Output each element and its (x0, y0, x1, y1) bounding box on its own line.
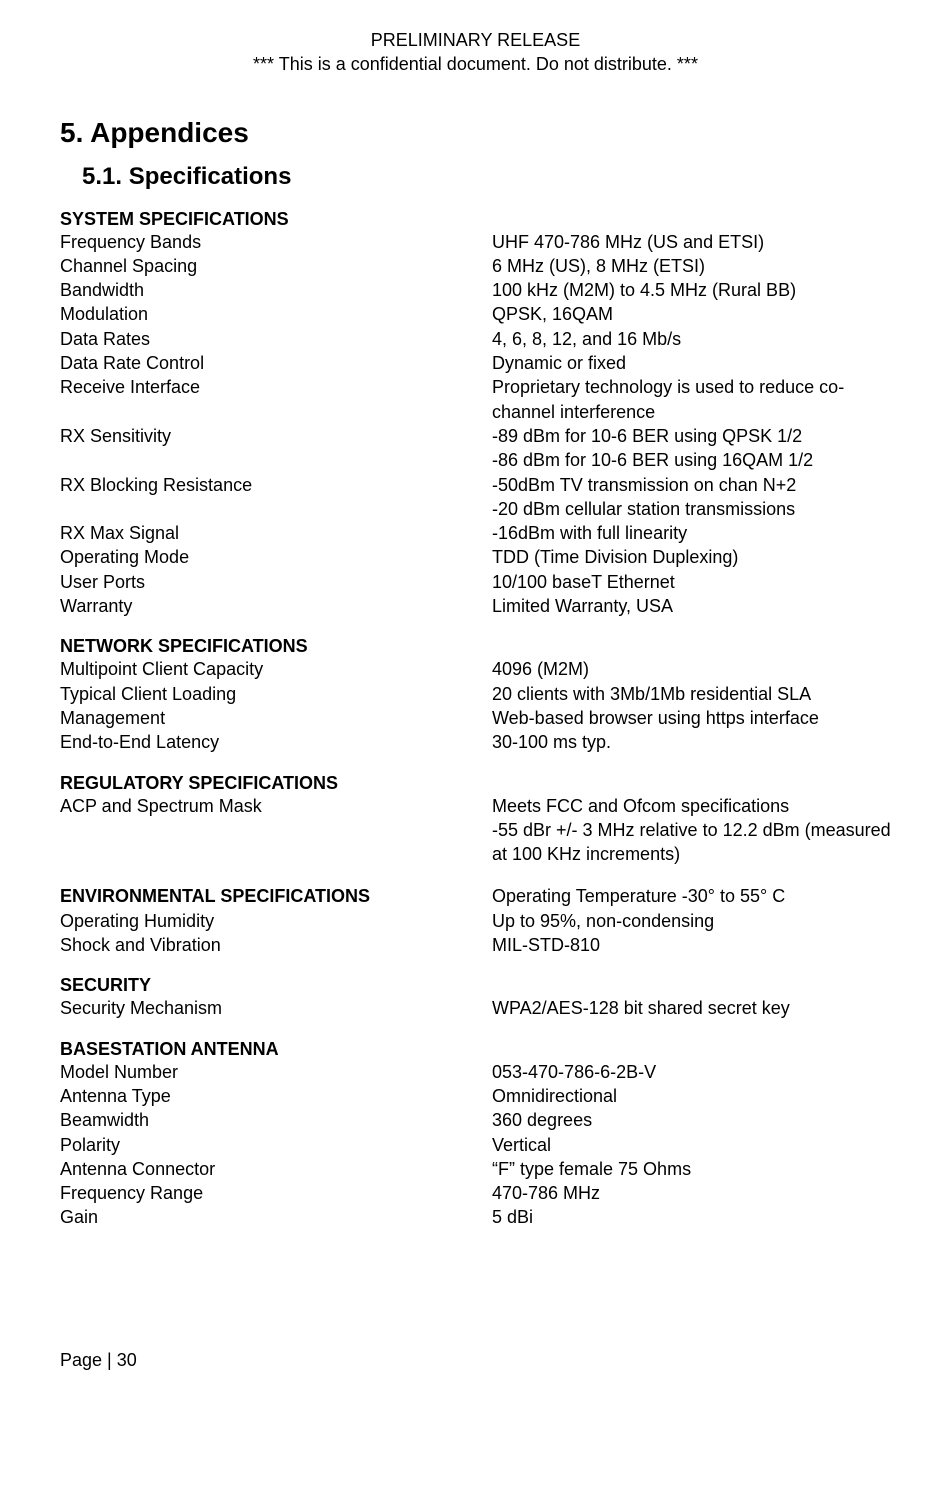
spec-label: Data Rates (60, 327, 492, 351)
section-title-security: SECURITY (60, 975, 891, 996)
section-title-antenna: BASESTATION ANTENNA (60, 1039, 891, 1060)
spec-value: UHF 470-786 MHz (US and ETSI) (492, 230, 891, 254)
header-line-1: PRELIMINARY RELEASE (60, 28, 891, 52)
page-footer: Page | 30 (60, 1350, 891, 1371)
spec-value: 20 clients with 3Mb/1Mb residential SLA (492, 682, 891, 706)
spec-value: Omnidirectional (492, 1084, 891, 1108)
spec-value: WPA2/AES-128 bit shared secret key (492, 996, 891, 1020)
spec-label: Multipoint Client Capacity (60, 657, 492, 681)
spec-value: Meets FCC and Ofcom specifications -55 d… (492, 794, 891, 867)
spec-value: MIL-STD-810 (492, 933, 891, 957)
spec-label: Frequency Bands (60, 230, 492, 254)
spec-value: 10/100 baseT Ethernet (492, 570, 891, 594)
spec-value: 6 MHz (US), 8 MHz (ETSI) (492, 254, 891, 278)
spec-label: RX Sensitivity (60, 424, 492, 473)
spec-label: Bandwidth (60, 278, 492, 302)
section-title-system: SYSTEM SPECIFICATIONS (60, 209, 891, 230)
spec-label: Shock and Vibration (60, 933, 492, 957)
section-title-environmental-row: ENVIRONMENTAL SPECIFICATIONS Operating T… (60, 884, 891, 908)
spec-row: ManagementWeb-based browser using https … (60, 706, 891, 730)
spec-label: Modulation (60, 302, 492, 326)
spec-value: 360 degrees (492, 1108, 891, 1132)
spec-value: -89 dBm for 10-6 BER using QPSK 1/2 -86 … (492, 424, 891, 473)
section-title-environmental: ENVIRONMENTAL SPECIFICATIONS (60, 884, 492, 908)
spec-label: Security Mechanism (60, 996, 492, 1020)
spec-label: Data Rate Control (60, 351, 492, 375)
spec-row: Gain5 dBi (60, 1205, 891, 1229)
spec-value: 470-786 MHz (492, 1181, 891, 1205)
spec-value: 5 dBi (492, 1205, 891, 1229)
spec-label: Receive Interface (60, 375, 492, 424)
spec-row: Security MechanismWPA2/AES-128 bit share… (60, 996, 891, 1020)
spec-row: RX Max Signal-16dBm with full linearity (60, 521, 891, 545)
spec-row: User Ports10/100 baseT Ethernet (60, 570, 891, 594)
spec-row: Frequency BandsUHF 470-786 MHz (US and E… (60, 230, 891, 254)
spec-row: RX Blocking Resistance-50dBm TV transmis… (60, 473, 891, 522)
spec-label: End-to-End Latency (60, 730, 492, 754)
spec-value: Operating Temperature -30° to 55° C (492, 884, 891, 908)
spec-label: ACP and Spectrum Mask (60, 794, 492, 867)
spec-value: 100 kHz (M2M) to 4.5 MHz (Rural BB) (492, 278, 891, 302)
spec-value: -16dBm with full linearity (492, 521, 891, 545)
spec-label: Polarity (60, 1133, 492, 1157)
page-header: PRELIMINARY RELEASE *** This is a confid… (60, 28, 891, 77)
spec-row: Antenna TypeOmnidirectional (60, 1084, 891, 1108)
spec-value: “F” type female 75 Ohms (492, 1157, 891, 1181)
spec-label: RX Blocking Resistance (60, 473, 492, 522)
spec-value: Limited Warranty, USA (492, 594, 891, 618)
section-title-network: NETWORK SPECIFICATIONS (60, 636, 891, 657)
spec-value: Up to 95%, non-condensing (492, 909, 891, 933)
spec-value: TDD (Time Division Duplexing) (492, 545, 891, 569)
heading-2: 5.1. Specifications (60, 163, 891, 191)
spec-value: 4, 6, 8, 12, and 16 Mb/s (492, 327, 891, 351)
spec-label: User Ports (60, 570, 492, 594)
heading-1: 5. Appendices (60, 117, 891, 149)
spec-value: QPSK, 16QAM (492, 302, 891, 326)
spec-row: Data Rates4, 6, 8, 12, and 16 Mb/s (60, 327, 891, 351)
spec-label: Channel Spacing (60, 254, 492, 278)
section-title-regulatory: REGULATORY SPECIFICATIONS (60, 773, 891, 794)
spec-row: Operating HumidityUp to 95%, non-condens… (60, 909, 891, 933)
spec-row: Multipoint Client Capacity4096 (M2M) (60, 657, 891, 681)
spec-label: Operating Mode (60, 545, 492, 569)
spec-value: Proprietary technology is used to reduce… (492, 375, 891, 424)
spec-label: Warranty (60, 594, 492, 618)
spec-label: Beamwidth (60, 1108, 492, 1132)
spec-label: Gain (60, 1205, 492, 1229)
spec-value: 30-100 ms typ. (492, 730, 891, 754)
spec-row: End-to-End Latency30-100 ms typ. (60, 730, 891, 754)
spec-value: 4096 (M2M) (492, 657, 891, 681)
spec-row: Operating ModeTDD (Time Division Duplexi… (60, 545, 891, 569)
spec-row: Typical Client Loading20 clients with 3M… (60, 682, 891, 706)
spec-row: ACP and Spectrum MaskMeets FCC and Ofcom… (60, 794, 891, 867)
spec-row: RX Sensitivity-89 dBm for 10-6 BER using… (60, 424, 891, 473)
spec-value: Web-based browser using https interface (492, 706, 891, 730)
spec-value: 053-470-786-6-2B-V (492, 1060, 891, 1084)
spec-row: Shock and VibrationMIL-STD-810 (60, 933, 891, 957)
spec-label: Operating Humidity (60, 909, 492, 933)
spec-value: Dynamic or fixed (492, 351, 891, 375)
spec-value: Vertical (492, 1133, 891, 1157)
spec-value: -50dBm TV transmission on chan N+2 -20 d… (492, 473, 891, 522)
spec-row: PolarityVertical (60, 1133, 891, 1157)
spec-row: Receive InterfaceProprietary technology … (60, 375, 891, 424)
spec-label: Management (60, 706, 492, 730)
spec-label: RX Max Signal (60, 521, 492, 545)
spec-row: ModulationQPSK, 16QAM (60, 302, 891, 326)
spec-row: Antenna Connector“F” type female 75 Ohms (60, 1157, 891, 1181)
spec-row: Beamwidth360 degrees (60, 1108, 891, 1132)
spec-row: Bandwidth100 kHz (M2M) to 4.5 MHz (Rural… (60, 278, 891, 302)
spec-label: Typical Client Loading (60, 682, 492, 706)
spec-row: Data Rate ControlDynamic or fixed (60, 351, 891, 375)
spec-label: Antenna Type (60, 1084, 492, 1108)
spec-label: Frequency Range (60, 1181, 492, 1205)
spec-row: Channel Spacing6 MHz (US), 8 MHz (ETSI) (60, 254, 891, 278)
spec-label: Model Number (60, 1060, 492, 1084)
spec-row: WarrantyLimited Warranty, USA (60, 594, 891, 618)
header-line-2: *** This is a confidential document. Do … (60, 52, 891, 76)
spec-label: Antenna Connector (60, 1157, 492, 1181)
spec-row: Model Number053-470-786-6-2B-V (60, 1060, 891, 1084)
spec-row: Frequency Range470-786 MHz (60, 1181, 891, 1205)
